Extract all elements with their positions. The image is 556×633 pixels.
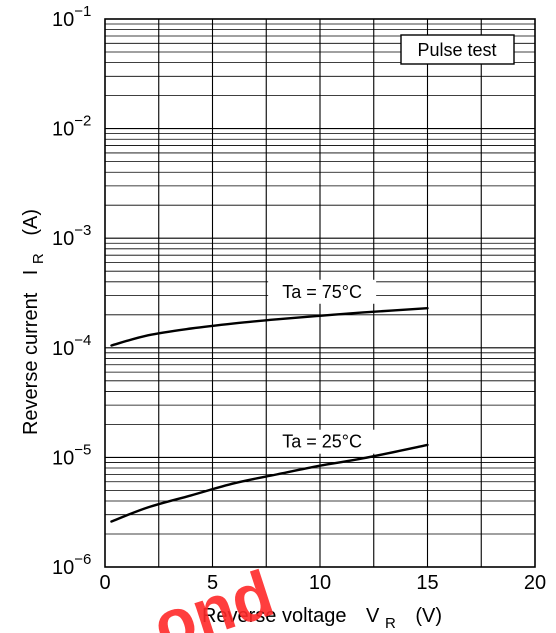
y-tick-label: 10−2 (52, 113, 91, 141)
x-axis-unit: (V) (415, 605, 442, 627)
y-tick-exp: −6 (74, 551, 91, 568)
series-label-1: Ta = 25°C (282, 432, 362, 452)
series-labels: Ta = 75°C Ta = 25°C (268, 279, 377, 454)
y-tick-base: 10 (52, 338, 74, 360)
y-tick-base: 10 (52, 9, 74, 31)
x-tick-label: 10 (309, 572, 331, 594)
series-line-0 (110, 306, 429, 347)
y-tick-label: 10−1 (52, 3, 91, 31)
y-axis-main: Reverse current (20, 292, 42, 435)
x-axis-main: Reverse voltage (202, 605, 347, 627)
series-curves (110, 306, 429, 523)
y-tick-exp: −2 (74, 113, 91, 130)
x-tick-labels: 0 5 10 15 20 (99, 572, 546, 594)
x-axis-sub: R (385, 615, 396, 632)
series-label-0: Ta = 75°C (282, 282, 362, 302)
y-tick-labels: 10−610−510−410−310−210−1 (52, 3, 91, 579)
y-tick-base: 10 (52, 447, 74, 469)
y-tick-base: 10 (52, 557, 74, 579)
plot-frame (104, 18, 536, 568)
series-label-bg-1 (268, 429, 377, 454)
x-tick-label: 5 (207, 572, 218, 594)
y-tick-label: 10−4 (52, 332, 91, 360)
pulse-test-label: Pulse test (417, 40, 496, 60)
y-tick-label: 10−6 (52, 551, 91, 579)
pulse-test-box: Pulse test (400, 34, 515, 65)
y-tick-label: 10−5 (52, 441, 91, 469)
y-axis-sub: R (30, 253, 47, 264)
y-axis-symbol: I (20, 270, 42, 276)
x-tick-label: 0 (99, 572, 110, 594)
x-tick-label: 15 (416, 572, 438, 594)
y-tick-base: 10 (52, 119, 74, 141)
series-line-1 (110, 443, 429, 523)
series-label-bg-0 (268, 279, 377, 304)
x-tick-label: 20 (524, 572, 546, 594)
x-axis-title: Reverse voltage V R (V) (202, 605, 442, 633)
y-axis-title: Reverse current I R (A) (20, 209, 48, 435)
y-tick-exp: −4 (74, 332, 91, 349)
pulse-test-frame (400, 34, 515, 65)
y-tick-label: 10−3 (52, 222, 91, 250)
y-axis-unit: (A) (20, 209, 42, 236)
y-tick-base: 10 (52, 228, 74, 250)
y-tick-exp: −3 (74, 222, 91, 239)
x-axis-symbol: V (366, 605, 380, 627)
y-tick-exp: −1 (74, 3, 91, 20)
y-tick-exp: −5 (74, 441, 91, 458)
